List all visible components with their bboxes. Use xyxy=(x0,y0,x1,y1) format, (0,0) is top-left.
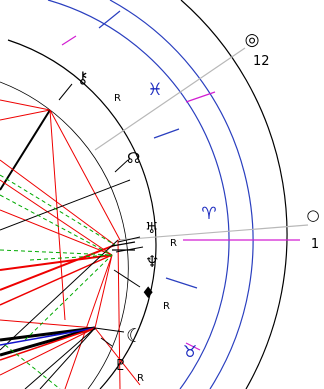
cusp-1-label: 1 xyxy=(311,237,319,252)
cusp-1-glyph: ○ xyxy=(306,206,319,224)
inner-ring-2 xyxy=(0,81,129,389)
planet-pluto-retro: R xyxy=(137,373,144,384)
planet-uranus-glyph: ♅ xyxy=(145,219,158,237)
aspect-lines xyxy=(0,99,141,389)
outer-ring xyxy=(180,0,288,389)
planet-point-glyph: ♦ xyxy=(141,283,155,302)
planet-pluto-glyph: ♇ xyxy=(114,356,127,374)
planet-point-retro: R xyxy=(163,301,170,312)
cusp-12-glyph: ◎ xyxy=(245,30,260,50)
sign-band-inner xyxy=(47,0,230,389)
cusp-12-line xyxy=(94,47,246,151)
uranus-neptune-marker xyxy=(111,241,136,251)
sign-pisces: ♓ xyxy=(147,80,162,100)
planet-uranus-retro: R xyxy=(170,238,177,249)
sign-dividers xyxy=(98,10,198,289)
ascendant-line xyxy=(117,224,309,241)
sign-taurus: ♉ xyxy=(183,342,197,361)
planet-pointers xyxy=(58,83,144,347)
planet-chiron-glyph: ⚷ xyxy=(77,68,89,87)
planet-neptune-glyph: ♆ xyxy=(145,252,159,271)
inner-circle xyxy=(7,39,157,389)
planet-chiron-retro: R xyxy=(114,93,121,104)
sign-band-outer xyxy=(109,0,254,389)
planet-node-glyph: ☊ xyxy=(127,149,140,167)
sign-aries: ♈ xyxy=(201,204,216,224)
planet-moon-glyph: ☾ xyxy=(126,325,143,347)
cusp-12-label: 12 xyxy=(253,54,270,69)
house-lines xyxy=(61,35,300,351)
